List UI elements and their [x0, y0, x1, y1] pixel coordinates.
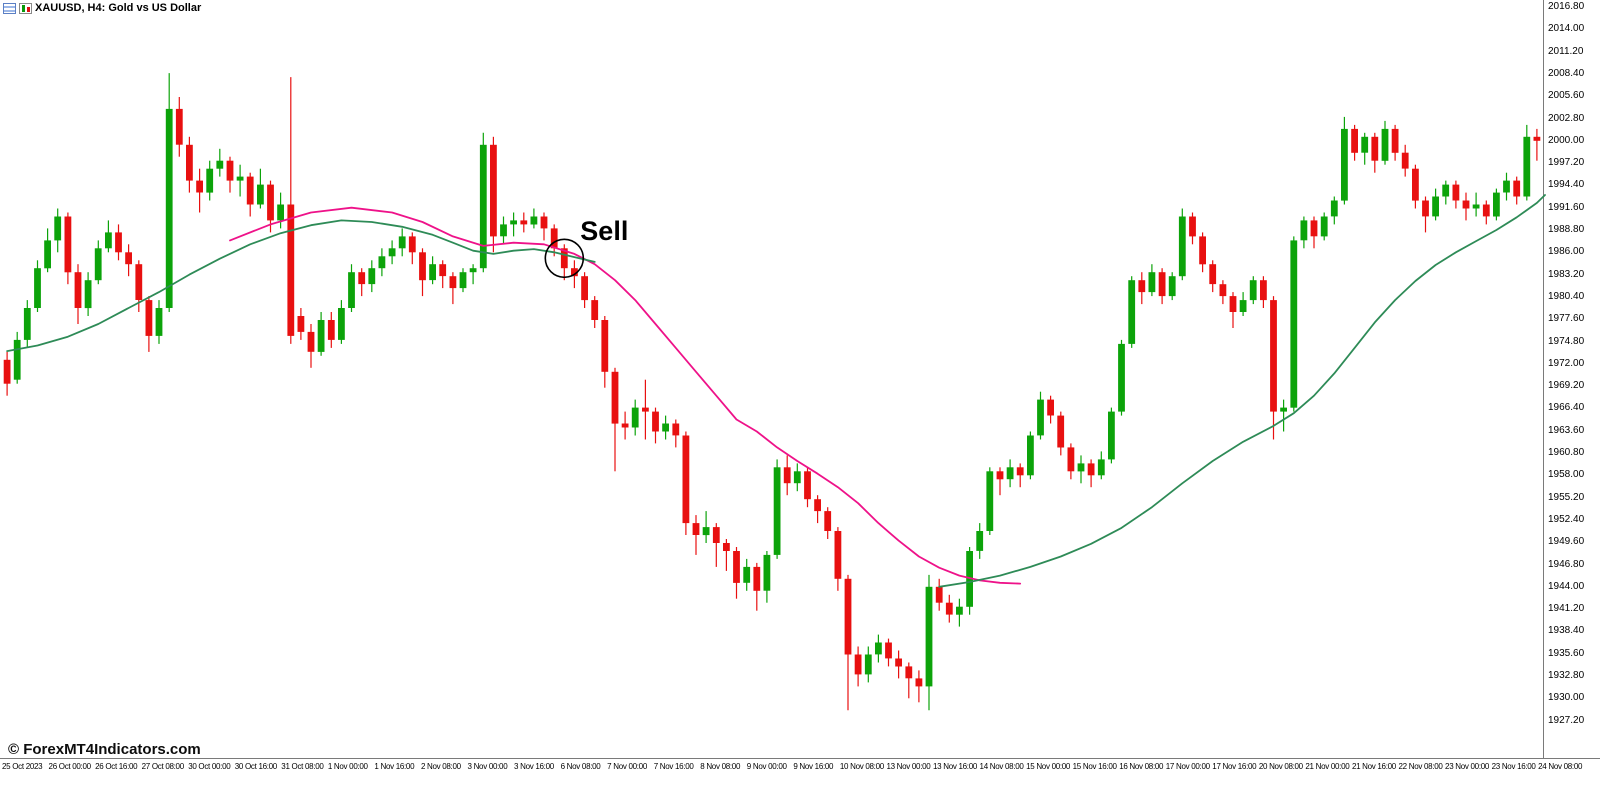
- price-axis-label: 1988.80: [1548, 224, 1585, 235]
- time-axis-label: 3 Nov 16:00: [514, 762, 554, 771]
- time-axis-label: 13 Nov 00:00: [886, 762, 931, 771]
- trend-ma-up-right: [938, 194, 1546, 588]
- price-axis-label: 1960.80: [1548, 447, 1585, 458]
- trend-ma-up-left: [6, 219, 596, 353]
- price-axis-label: 2014.00: [1548, 23, 1585, 35]
- time-axis-label: 26 Oct 00:00: [48, 762, 92, 771]
- price-axis[interactable]: 2016.80 2014.00 2011.20 2008.40 2005.60 2002.…: [1543, 0, 1600, 758]
- time-axis-label: 23 Nov 16:00: [1491, 762, 1536, 771]
- time-axis-label: 25 Oct 2023: [2, 762, 43, 771]
- table-icon[interactable]: [3, 2, 16, 14]
- time-axis-label: 17 Nov 00:00: [1165, 762, 1210, 771]
- time-axis-label: 15 Nov 16:00: [1072, 762, 1117, 771]
- chart-header: XAUUSD, H4: Gold vs US Dollar: [3, 2, 201, 14]
- price-axis-label: 2005.60: [1548, 90, 1585, 102]
- price-axis-label: 1974.80: [1548, 335, 1585, 347]
- price-axis-label: 2011.20: [1548, 45, 1584, 57]
- time-axis-label: 27 Oct 08:00: [141, 762, 185, 771]
- mini-candles-icon[interactable]: [19, 2, 32, 14]
- time-axis-label: 14 Nov 08:00: [979, 762, 1024, 771]
- moving-average-lines: [6, 194, 1546, 588]
- time-axis-label: 10 Nov 08:00: [839, 762, 884, 771]
- price-axis-label: 2000.00: [1548, 134, 1585, 146]
- price-axis-label: 1969.20: [1548, 380, 1585, 392]
- watermark: © ForexMT4Indicators.com: [8, 741, 201, 758]
- time-axis-label: 7 Nov 16:00: [653, 762, 694, 771]
- price-axis-label: 1949.60: [1548, 536, 1585, 548]
- sell-signal-circle: [544, 238, 585, 279]
- time-axis-label: 13 Nov 16:00: [933, 762, 977, 771]
- trend-ma-down: [229, 206, 1022, 585]
- chart-title: XAUUSD, H4: Gold vs US Dollar: [35, 2, 202, 14]
- price-axis-label: 2008.40: [1548, 67, 1585, 79]
- time-axis-label: 15 Nov 00:00: [1026, 762, 1071, 771]
- price-axis-label: 1941.20: [1548, 603, 1585, 615]
- time-axis-label: 20 Nov 08:00: [1258, 762, 1303, 771]
- candles: [3, 73, 1541, 711]
- price-axis-label: 1972.00: [1548, 357, 1585, 369]
- time-axis-label: 1 Nov 16:00: [374, 762, 415, 771]
- time-axis-label: 7 Nov 00:00: [607, 762, 647, 771]
- price-axis-label: 1958.00: [1548, 469, 1585, 481]
- time-axis-label: 22 Nov 08:00: [1398, 762, 1443, 771]
- time-axis-label: 24 Nov 08:00: [1538, 762, 1583, 771]
- price-axis-label: 1977.60: [1548, 313, 1585, 325]
- time-axis-label: 23 Nov 00:00: [1445, 762, 1490, 771]
- price-axis-label: 1963.60: [1548, 424, 1585, 436]
- time-axis-label: 17 Nov 16:00: [1212, 762, 1257, 771]
- price-axis-label: 1932.80: [1548, 670, 1585, 681]
- price-axis-label: 1986.00: [1548, 246, 1585, 258]
- time-axis-label: 1 Nov 00:00: [327, 762, 368, 771]
- time-axis-label: 16 Nov 08:00: [1119, 762, 1164, 771]
- time-axis-label: 8 Nov 08:00: [700, 762, 741, 771]
- price-axis-label: 1952.40: [1548, 513, 1585, 525]
- sell-annotation-label: Sell: [580, 216, 629, 247]
- price-axis-label: 1935.60: [1548, 647, 1585, 659]
- price-axis-label: 1983.20: [1548, 268, 1585, 280]
- time-axis-label: 30 Oct 16:00: [234, 762, 278, 771]
- time-axis[interactable]: 25 Oct 2023 26 Oct 00:00 26 Oct 16:00 27 Oc…: [0, 762, 1600, 776]
- price-axis-label: 1994.40: [1548, 179, 1585, 191]
- price-axis-label: 1955.20: [1548, 491, 1585, 503]
- price-axis-label: 1997.20: [1548, 157, 1585, 169]
- time-axis-label: 9 Nov 00:00: [746, 762, 787, 771]
- price-axis-label: 1927.20: [1548, 714, 1585, 726]
- time-axis-label: 21 Nov 16:00: [1351, 762, 1396, 771]
- price-axis-label: 1938.40: [1548, 625, 1585, 637]
- time-axis-label: 9 Nov 16:00: [793, 762, 834, 771]
- price-axis-label: 1944.00: [1548, 580, 1585, 592]
- time-axis-label: 26 Oct 16:00: [95, 762, 138, 771]
- time-axis-label: 31 Oct 08:00: [281, 762, 324, 771]
- price-axis-label: 1930.00: [1548, 692, 1585, 704]
- price-axis-label: 1946.80: [1548, 558, 1585, 570]
- price-axis-label: 1991.60: [1548, 201, 1585, 213]
- time-axis-label: 3 Nov 00:00: [467, 762, 508, 771]
- time-axis-label: 2 Nov 08:00: [420, 762, 461, 771]
- time-axis-label: 6 Nov 08:00: [560, 762, 601, 771]
- time-axis-label: 21 Nov 00:00: [1305, 762, 1350, 771]
- price-axis-label: 2016.80: [1548, 1, 1585, 12]
- time-axis-label: 30 Oct 00:00: [188, 762, 231, 771]
- price-axis-label: 1966.40: [1548, 402, 1585, 414]
- price-axis-label: 1980.40: [1548, 290, 1585, 302]
- price-axis-label: 2002.80: [1548, 112, 1585, 124]
